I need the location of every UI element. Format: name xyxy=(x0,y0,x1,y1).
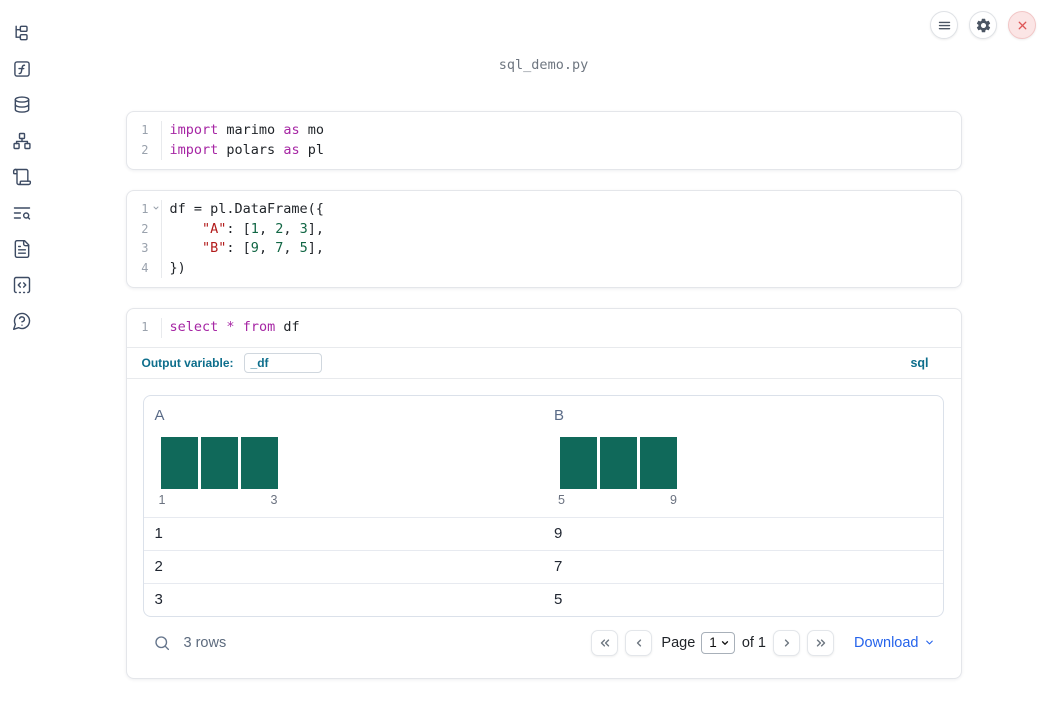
chevron-down-icon xyxy=(721,640,728,645)
code-text: }) xyxy=(169,259,186,276)
code-text: "B": [9, 7, 5], xyxy=(202,240,325,256)
histogram-bar xyxy=(200,436,238,489)
sql-editor[interactable]: 1 select * from df xyxy=(127,309,961,347)
line-number: 1 xyxy=(127,121,162,141)
code-line[interactable]: 1 select * from df xyxy=(127,318,961,338)
code-line[interactable]: 2 import polars as pl xyxy=(127,140,961,160)
table-cell: 2 xyxy=(154,558,163,575)
notebook-main: sql_demo.py 1 import marimo as mo 2 import … xyxy=(44,0,1043,699)
table-cell: 7 xyxy=(554,558,563,575)
fold-chevron-icon[interactable] xyxy=(152,204,160,212)
text-search-icon[interactable] xyxy=(11,203,33,223)
sql-cell: 1 select * from df Output variable: _df s… xyxy=(125,308,962,679)
code-line[interactable]: 4}) xyxy=(127,258,961,278)
next-page-button[interactable] xyxy=(773,629,800,656)
line-number: 1 xyxy=(127,200,162,220)
code-text: import marimo as mo xyxy=(169,122,324,138)
helper-panel-sidebar xyxy=(0,0,44,713)
code-text: df = pl.DataFrame({ xyxy=(169,201,324,217)
code-text: import polars as pl xyxy=(169,141,324,158)
line-number: 2 xyxy=(127,219,162,239)
page-label: Page xyxy=(661,634,696,651)
notebook-filename[interactable]: sql_demo.py xyxy=(498,57,589,73)
column-histogram xyxy=(160,436,533,489)
first-page-button[interactable] xyxy=(591,629,619,656)
function-square-icon[interactable] xyxy=(11,59,33,79)
download-label: Download xyxy=(854,634,919,651)
close-icon[interactable] xyxy=(1008,11,1036,39)
chevron-down-icon xyxy=(925,640,933,645)
row-count: 3 rows xyxy=(183,634,227,651)
download-button[interactable]: Download xyxy=(854,635,935,651)
scroll-icon[interactable] xyxy=(11,167,33,187)
output-variable-input[interactable]: _df xyxy=(243,352,322,373)
output-variable-row: Output variable: _df sql xyxy=(126,346,961,379)
histogram-bar xyxy=(160,436,198,489)
search-icon[interactable] xyxy=(153,634,171,652)
database-icon[interactable] xyxy=(11,95,33,115)
notebook-actions xyxy=(930,11,1036,39)
histogram-bar xyxy=(600,436,637,489)
table-cell: 9 xyxy=(554,525,563,542)
help-circle-icon[interactable] xyxy=(11,311,33,331)
snippets-code-icon[interactable] xyxy=(11,275,33,295)
code-text: "A": [1, 2, 3], xyxy=(202,220,325,237)
code-editor[interactable]: 1 import marimo as mo 2 import polars as pl xyxy=(127,112,961,169)
table-cell: 5 xyxy=(554,591,563,608)
previous-page-button[interactable] xyxy=(625,629,653,656)
output-variable-label: Output variable: xyxy=(141,355,234,370)
code-line[interactable]: 2 "A": [1, 2, 3], xyxy=(127,219,961,239)
table-cell: 1 xyxy=(154,525,163,542)
column-name: A xyxy=(154,406,165,424)
line-number: 2 xyxy=(127,140,162,160)
code-line[interactable]: 3 "B": [9, 7, 5], xyxy=(127,239,961,259)
gear-icon[interactable] xyxy=(969,11,997,39)
code-cell-dataframe: 1 df = pl.DataFrame({2 "A": [1, 2, 3], 3 "… xyxy=(125,190,962,288)
column-name: B xyxy=(554,406,565,424)
code-text: select * from df xyxy=(169,319,300,335)
file-tree-icon[interactable] xyxy=(11,23,33,43)
column-histogram xyxy=(560,436,932,489)
line-number: 3 xyxy=(127,239,162,259)
last-page-button[interactable] xyxy=(807,629,834,656)
histogram-bar xyxy=(560,436,597,489)
histogram-bar xyxy=(240,436,278,489)
line-number: 1 xyxy=(127,318,162,338)
code-editor[interactable]: 1 df = pl.DataFrame({2 "A": [1, 2, 3], 3 "… xyxy=(127,191,961,287)
code-line[interactable]: 1 import marimo as mo xyxy=(127,121,961,141)
code-line[interactable]: 1 df = pl.DataFrame({ xyxy=(127,200,961,220)
line-number: 4 xyxy=(127,258,162,278)
code-cell-imports: 1 import marimo as mo 2 import polars as pl xyxy=(125,111,962,170)
language-badge[interactable]: sql xyxy=(910,355,929,370)
page-of-label: of 1 xyxy=(741,634,766,651)
menu-icon[interactable] xyxy=(930,11,958,39)
page-select[interactable]: 1 xyxy=(701,631,735,654)
dependency-graph-icon[interactable] xyxy=(11,131,33,151)
file-text-icon[interactable] xyxy=(11,239,33,259)
table-footer: 3 rows Page xyxy=(143,617,944,664)
page-select-value: 1 xyxy=(709,635,717,650)
table-cell: 3 xyxy=(154,591,163,608)
histogram-bar xyxy=(640,436,677,489)
